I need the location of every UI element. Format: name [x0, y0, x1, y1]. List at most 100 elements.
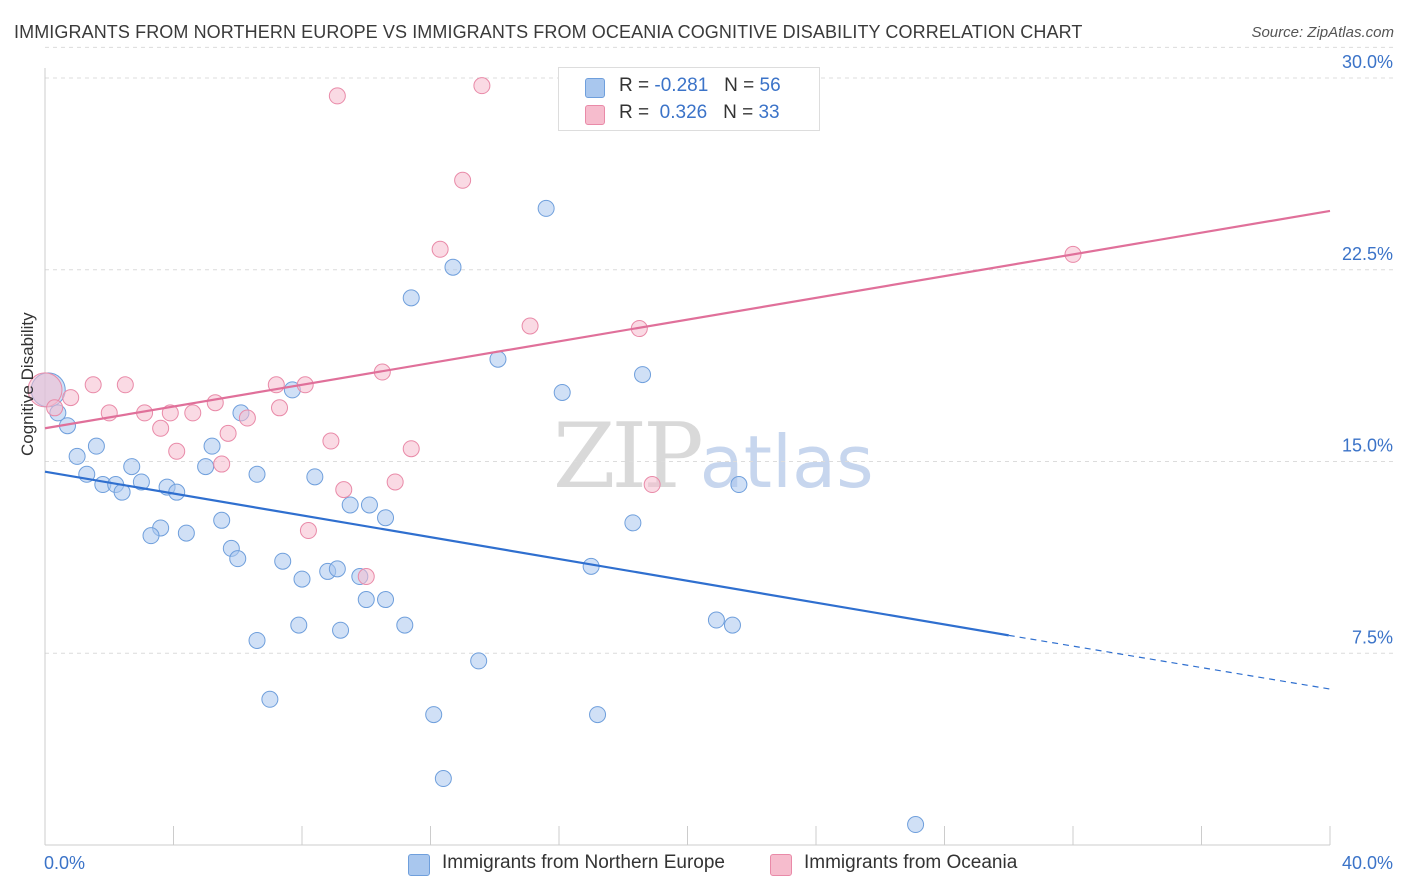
legend-r-value-pink: 0.326	[659, 102, 708, 123]
data-point-oceania	[206, 394, 224, 412]
data-point-northern-europe	[396, 616, 414, 634]
data-point-oceania	[521, 317, 539, 335]
series-swatch-pink	[770, 854, 792, 876]
data-point-northern-europe	[248, 631, 266, 649]
series-label-northern-europe: Immigrants from Northern Europe	[442, 852, 725, 873]
data-point-oceania	[454, 171, 472, 189]
data-point-northern-europe	[123, 458, 141, 476]
legend-n-label: N =	[723, 102, 754, 123]
data-point-northern-europe	[328, 560, 346, 578]
data-point-northern-europe	[306, 468, 324, 486]
label-layer: 7.5% 15.0% 22.5% 30.0% 0.0% 40.0%	[44, 52, 1393, 873]
correlation-legend: R = -0.281 N = 56 R = 0.326 N = 33	[558, 67, 820, 131]
data-point-oceania	[116, 376, 134, 394]
legend-n-value-blue: 56	[759, 75, 781, 96]
data-point-northern-europe	[68, 447, 86, 465]
point-layer	[27, 77, 1082, 834]
series-label-oceania: Immigrants from Oceania	[804, 852, 1018, 873]
y-axis-label: Cognitive Disability	[18, 312, 37, 456]
trend-line-oceania	[44, 209, 1331, 430]
data-point-northern-europe	[203, 437, 221, 455]
y-tick-label: 30.0%	[1342, 52, 1393, 72]
data-point-northern-europe	[907, 816, 925, 834]
data-point-oceania	[335, 481, 353, 499]
data-point-oceania	[299, 522, 317, 540]
data-point-oceania	[27, 372, 63, 408]
legend-swatch-blue	[585, 78, 605, 98]
data-point-northern-europe	[470, 652, 488, 670]
data-point-oceania	[168, 442, 186, 460]
data-point-northern-europe	[132, 473, 150, 491]
axis-layer	[44, 68, 1331, 846]
data-point-oceania	[402, 440, 420, 458]
data-point-northern-europe	[624, 514, 642, 532]
data-point-northern-europe	[341, 496, 359, 514]
x-tick-label: 40.0%	[1342, 853, 1393, 873]
data-point-northern-europe	[444, 258, 462, 276]
data-point-oceania	[184, 404, 202, 422]
data-point-northern-europe	[402, 289, 420, 307]
data-point-oceania	[84, 376, 102, 394]
y-tick-label: 22.5%	[1342, 244, 1393, 264]
legend-text-blue: R = -0.281 N = 56	[619, 75, 781, 97]
watermark-zip: ZIP	[553, 404, 704, 509]
watermark: ZIPatlas	[553, 404, 874, 509]
data-point-northern-europe	[357, 591, 375, 609]
data-point-oceania	[431, 240, 449, 258]
x-tick-label: 0.0%	[44, 853, 85, 873]
data-point-northern-europe	[553, 383, 571, 401]
legend-n-value-pink: 33	[758, 102, 780, 123]
data-point-oceania	[328, 87, 346, 105]
data-point-oceania	[473, 77, 491, 95]
data-point-northern-europe	[434, 770, 452, 788]
data-point-northern-europe	[634, 366, 652, 384]
data-point-oceania	[219, 424, 237, 442]
data-point-oceania	[152, 419, 170, 437]
legend-r-value-blue: -0.281	[654, 75, 709, 96]
data-point-northern-europe	[142, 527, 160, 545]
data-point-northern-europe	[707, 611, 725, 629]
grid-layer	[45, 46, 1393, 654]
data-point-oceania	[386, 473, 404, 491]
data-point-northern-europe	[229, 550, 247, 568]
data-point-northern-europe	[293, 570, 311, 588]
data-point-northern-europe	[360, 496, 378, 514]
legend-r-label: R =	[619, 75, 650, 96]
data-point-oceania	[238, 409, 256, 427]
series-swatch-blue	[408, 854, 430, 876]
data-point-northern-europe	[723, 616, 741, 634]
data-point-oceania	[643, 476, 661, 494]
data-point-northern-europe	[213, 511, 231, 529]
legend-n-label: N =	[724, 75, 755, 96]
data-point-oceania	[213, 455, 231, 473]
data-point-northern-europe	[274, 552, 292, 570]
data-point-oceania	[357, 568, 375, 586]
legend-swatch-pink	[585, 105, 605, 125]
data-point-oceania	[46, 399, 64, 417]
y-tick-label: 15.0%	[1342, 436, 1393, 456]
legend-text-pink: R = 0.326 N = 33	[619, 102, 780, 124]
data-point-northern-europe	[425, 706, 443, 724]
data-point-northern-europe	[177, 524, 195, 542]
data-point-northern-europe	[589, 706, 607, 724]
data-point-oceania	[62, 389, 80, 407]
source-credit: Source: ZipAtlas.com	[1251, 24, 1394, 41]
data-point-oceania	[161, 404, 179, 422]
trend-layer	[44, 209, 1331, 690]
data-point-northern-europe	[377, 509, 395, 527]
chart-title: IMMIGRANTS FROM NORTHERN EUROPE VS IMMIG…	[14, 22, 1083, 42]
data-point-northern-europe	[730, 476, 748, 494]
data-point-oceania	[271, 399, 289, 417]
data-point-northern-europe	[87, 437, 105, 455]
data-point-oceania	[322, 432, 340, 450]
data-point-northern-europe	[197, 458, 215, 476]
data-point-northern-europe	[332, 621, 350, 639]
y-tick-label: 7.5%	[1352, 627, 1393, 647]
data-point-northern-europe	[248, 465, 266, 483]
legend-r-label: R =	[619, 102, 650, 123]
data-point-northern-europe	[261, 690, 279, 708]
data-point-northern-europe	[537, 199, 555, 217]
data-point-northern-europe	[290, 616, 308, 634]
data-point-northern-europe	[377, 591, 395, 609]
